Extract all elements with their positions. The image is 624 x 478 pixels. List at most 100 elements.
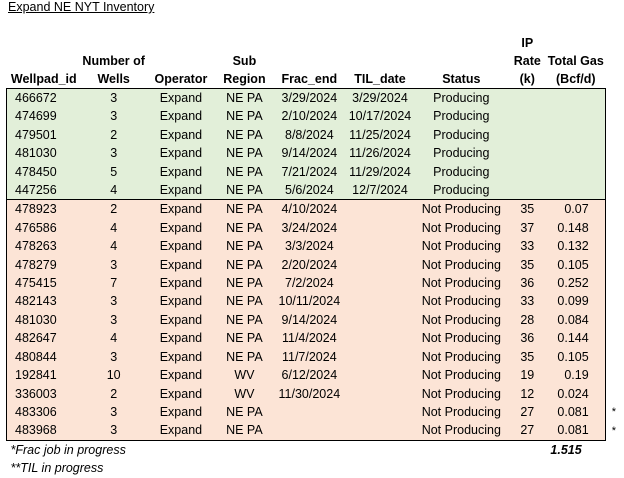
status-cell: Not Producing: [414, 403, 508, 421]
wells-cell: 2: [81, 126, 146, 144]
wells-cell: 3: [81, 89, 146, 108]
frac-end-cell: 9/14/2024: [273, 311, 345, 329]
operator-cell: Expand: [146, 144, 215, 162]
til-date-cell: [345, 237, 414, 255]
til-date-cell: 10/17/2024: [345, 107, 414, 125]
wellpad-id-cell: 447256: [7, 181, 82, 200]
subregion-cell: NE PA: [216, 256, 274, 274]
total-gas: 1.515: [546, 440, 605, 459]
footnote-marker: [605, 329, 624, 347]
ip-rate-cell: [508, 144, 546, 162]
frac-end-cell: 9/14/2024: [273, 144, 345, 162]
total-gas-cell: 0.07: [546, 200, 605, 219]
total-gas-cell: 0.252: [546, 274, 605, 292]
wells-cell: 3: [81, 107, 146, 125]
til-date-cell: [345, 274, 414, 292]
status-cell: Producing: [414, 163, 508, 181]
til-date-cell: [345, 421, 414, 440]
wellpad-id-cell: 478450: [7, 163, 82, 181]
frac-end-cell: 3/3/2024: [273, 237, 345, 255]
wells-cell: 2: [81, 200, 146, 219]
wells-cell: 2: [81, 385, 146, 403]
operator-cell: Expand: [146, 348, 215, 366]
wellpad-id-cell: 475415: [7, 274, 82, 292]
ip-rate-cell: 27: [508, 403, 546, 421]
wells-cell: 3: [81, 421, 146, 440]
wellpad-id-cell: 478263: [7, 237, 82, 255]
total-gas-cell: [546, 163, 605, 181]
wells-cell: 7: [81, 274, 146, 292]
subregion-cell: NE PA: [216, 421, 274, 440]
total-gas-cell: 0.081: [546, 403, 605, 421]
total-gas-cell: [546, 181, 605, 200]
status-cell: Not Producing: [414, 348, 508, 366]
operator-cell: Expand: [146, 274, 215, 292]
status-cell: Producing: [414, 126, 508, 144]
operator-cell: Expand: [146, 200, 215, 219]
wells-cell: 4: [81, 237, 146, 255]
footnote-marker: [605, 366, 624, 384]
operator-cell: Expand: [146, 181, 215, 200]
footnote-marker: [605, 126, 624, 144]
status-cell: Not Producing: [414, 366, 508, 384]
footnote-marker: [605, 89, 624, 108]
header-wellpad: Wellpad_id: [7, 34, 82, 89]
total-gas-cell: 0.024: [546, 385, 605, 403]
header-total-gas: Total Gas(Bcf/d): [546, 34, 605, 89]
frac-end-cell: 3/24/2024: [273, 219, 345, 237]
wellpad-id-cell: 483968: [7, 421, 82, 440]
frac-end-cell: 11/30/2024: [273, 385, 345, 403]
frac-end-cell: 7/2/2024: [273, 274, 345, 292]
header-subregion: Sub Region: [216, 34, 274, 89]
footnote-marker: [605, 219, 624, 237]
ip-rate-cell: [508, 126, 546, 144]
footnote-marker: [605, 385, 624, 403]
til-date-cell: [345, 311, 414, 329]
subregion-cell: NE PA: [216, 237, 274, 255]
frac-end-cell: 2/10/2024: [273, 107, 345, 125]
header-operator: Operator: [146, 34, 215, 89]
ip-rate-cell: 33: [508, 292, 546, 310]
til-date-cell: [345, 385, 414, 403]
wells-cell: 3: [81, 292, 146, 310]
frac-end-cell: 10/11/2024: [273, 292, 345, 310]
wells-cell: 4: [81, 219, 146, 237]
total-gas-cell: 0.099: [546, 292, 605, 310]
footnote-marker: *: [605, 403, 624, 421]
wellpad-id-cell: 476586: [7, 219, 82, 237]
status-cell: Not Producing: [414, 311, 508, 329]
frac-end-cell: 5/6/2024: [273, 181, 345, 200]
operator-cell: Expand: [146, 237, 215, 255]
subregion-cell: NE PA: [216, 89, 274, 108]
subregion-cell: NE PA: [216, 219, 274, 237]
header-frac-end: Frac_end: [273, 34, 345, 89]
operator-cell: Expand: [146, 329, 215, 347]
til-date-cell: [345, 366, 414, 384]
til-date-cell: 11/25/2024: [345, 126, 414, 144]
footnote-frac: *Frac job in progress: [7, 440, 547, 459]
footnote-marker: [605, 237, 624, 255]
status-cell: Not Producing: [414, 329, 508, 347]
til-date-cell: 12/7/2024: [345, 181, 414, 200]
status-cell: Not Producing: [414, 256, 508, 274]
total-gas-cell: 0.105: [546, 256, 605, 274]
ip-rate-cell: [508, 89, 546, 108]
wellpad-id-cell: 482647: [7, 329, 82, 347]
subregion-cell: NE PA: [216, 274, 274, 292]
frac-end-cell: [273, 421, 345, 440]
ip-rate-cell: 33: [508, 237, 546, 255]
wells-cell: 3: [81, 403, 146, 421]
wells-cell: 5: [81, 163, 146, 181]
til-date-cell: [345, 200, 414, 219]
wells-cell: 3: [81, 256, 146, 274]
status-cell: Not Producing: [414, 237, 508, 255]
ip-rate-cell: 36: [508, 329, 546, 347]
til-date-cell: [345, 348, 414, 366]
